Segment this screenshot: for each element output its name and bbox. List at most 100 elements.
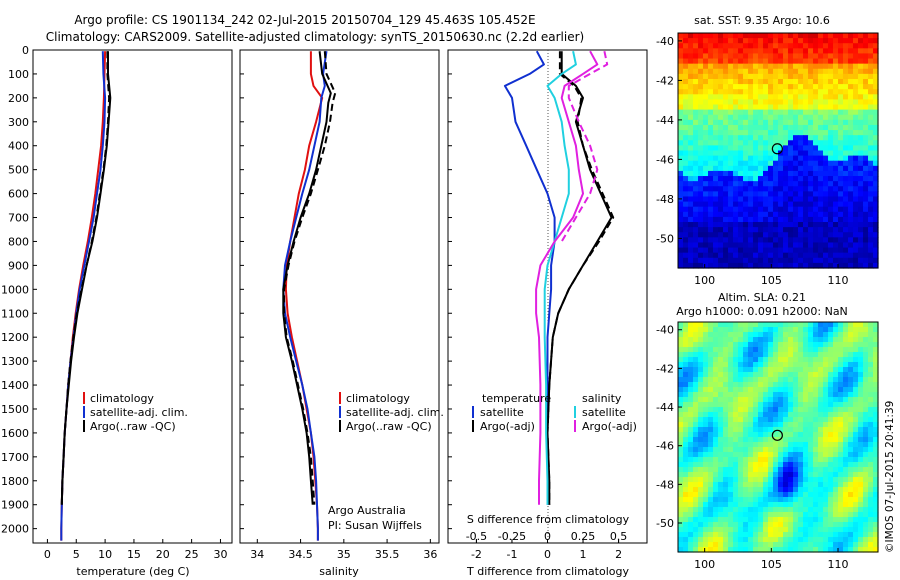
heatmap-cell <box>748 442 754 448</box>
heatmap-cell <box>758 337 764 343</box>
heatmap-cell <box>743 467 749 473</box>
heatmap-cell <box>743 547 749 553</box>
heatmap-cell <box>863 462 869 468</box>
heatmap-cell <box>753 417 759 423</box>
heatmap-cell <box>693 447 699 453</box>
heatmap-cell <box>858 462 864 468</box>
heatmap-cell <box>843 160 849 167</box>
heatmap-cell <box>768 547 774 553</box>
heatmap-cell <box>858 457 864 463</box>
heatmap-cell <box>768 38 774 44</box>
heatmap-cell <box>703 170 709 177</box>
heatmap-cell <box>823 160 829 167</box>
heatmap-cell <box>703 502 709 508</box>
heatmap-cell <box>758 186 764 192</box>
heatmap-cell <box>818 542 824 548</box>
heatmap-cell <box>733 181 739 187</box>
x-tick-label: 35.5 <box>375 548 400 561</box>
heatmap-cell <box>683 327 689 333</box>
heatmap-cell <box>713 145 719 152</box>
heatmap-cell <box>858 130 864 136</box>
heatmap-cell <box>753 542 759 548</box>
heatmap-cell <box>773 237 779 244</box>
heatmap-cell <box>708 482 714 488</box>
heatmap-cell <box>688 367 694 373</box>
heatmap-cell <box>728 48 734 55</box>
heatmap-cell <box>748 160 754 167</box>
heatmap-cell <box>743 492 749 498</box>
heatmap-cell <box>693 322 699 328</box>
heatmap-cell <box>763 186 769 192</box>
y-tick-label: 700 <box>8 212 29 225</box>
heatmap-cell <box>808 53 814 60</box>
heatmap-cell <box>778 497 784 503</box>
heatmap-cell <box>753 181 759 187</box>
heatmap-cell <box>733 442 739 448</box>
heatmap-cell <box>853 48 859 55</box>
heatmap-cell <box>808 407 814 413</box>
heatmap-cell <box>693 492 699 498</box>
heatmap-cell <box>778 109 784 116</box>
heatmap-cell <box>773 155 779 162</box>
heatmap-cell <box>788 181 794 187</box>
salinity-series <box>240 49 337 541</box>
heatmap-cell <box>843 472 849 478</box>
heatmap-cell <box>743 247 749 254</box>
heatmap-cell <box>758 150 764 157</box>
heatmap-cell <box>718 542 724 548</box>
heatmap-cell <box>848 232 854 238</box>
map-y-tick-label: -40 <box>656 35 674 48</box>
heatmap-cell <box>733 507 739 513</box>
heatmap-cell <box>848 462 854 468</box>
heatmap-cell <box>738 442 744 448</box>
heatmap-cell <box>738 237 744 244</box>
heatmap-cell <box>843 517 849 523</box>
heatmap-cell <box>808 211 814 218</box>
heatmap-cell <box>873 397 879 403</box>
heatmap-cell <box>678 457 684 463</box>
heatmap-cell <box>818 145 824 152</box>
y-tick-label: 1400 <box>1 379 29 392</box>
heatmap-cell <box>683 89 689 95</box>
heatmap-cell <box>738 84 744 90</box>
heatmap-cell <box>808 427 814 433</box>
heatmap-cell <box>738 372 744 378</box>
heatmap-cell <box>798 38 804 44</box>
heatmap-cell <box>828 232 834 238</box>
heatmap-cell <box>708 517 714 523</box>
heatmap-cell <box>778 442 784 448</box>
heatmap-cell <box>813 222 819 228</box>
heatmap-cell <box>703 186 709 192</box>
heatmap-cell <box>833 89 839 95</box>
heatmap-cell <box>863 527 869 533</box>
heatmap-cell <box>803 68 809 75</box>
heatmap-cell <box>748 322 754 328</box>
heatmap-cell <box>813 402 819 408</box>
heatmap-cell <box>763 437 769 443</box>
heatmap-cell <box>743 68 749 75</box>
heatmap-cell <box>803 33 809 39</box>
heatmap-cell <box>688 78 694 85</box>
heatmap-cell <box>838 427 844 433</box>
heatmap-cell <box>728 242 734 249</box>
heatmap-cell <box>808 397 814 403</box>
heatmap-cell <box>758 382 764 388</box>
heatmap-cell <box>713 165 719 172</box>
heatmap-cell <box>748 537 754 543</box>
heatmap-cell <box>678 104 684 111</box>
heatmap-cell <box>858 63 864 70</box>
heatmap-cell <box>723 522 729 528</box>
heatmap-cell <box>868 89 874 95</box>
heatmap-cell <box>683 387 689 393</box>
heatmap-cell <box>788 135 794 141</box>
heatmap-cell <box>678 211 684 218</box>
heatmap-cell <box>728 53 734 60</box>
heatmap-cell <box>833 487 839 493</box>
heatmap-cell <box>713 487 719 493</box>
heatmap-cell <box>683 502 689 508</box>
heatmap-cell <box>773 532 779 538</box>
heatmap-cell <box>758 547 764 553</box>
heatmap-cell <box>728 191 734 198</box>
heatmap-cell <box>853 38 859 44</box>
heatmap-cell <box>738 447 744 453</box>
